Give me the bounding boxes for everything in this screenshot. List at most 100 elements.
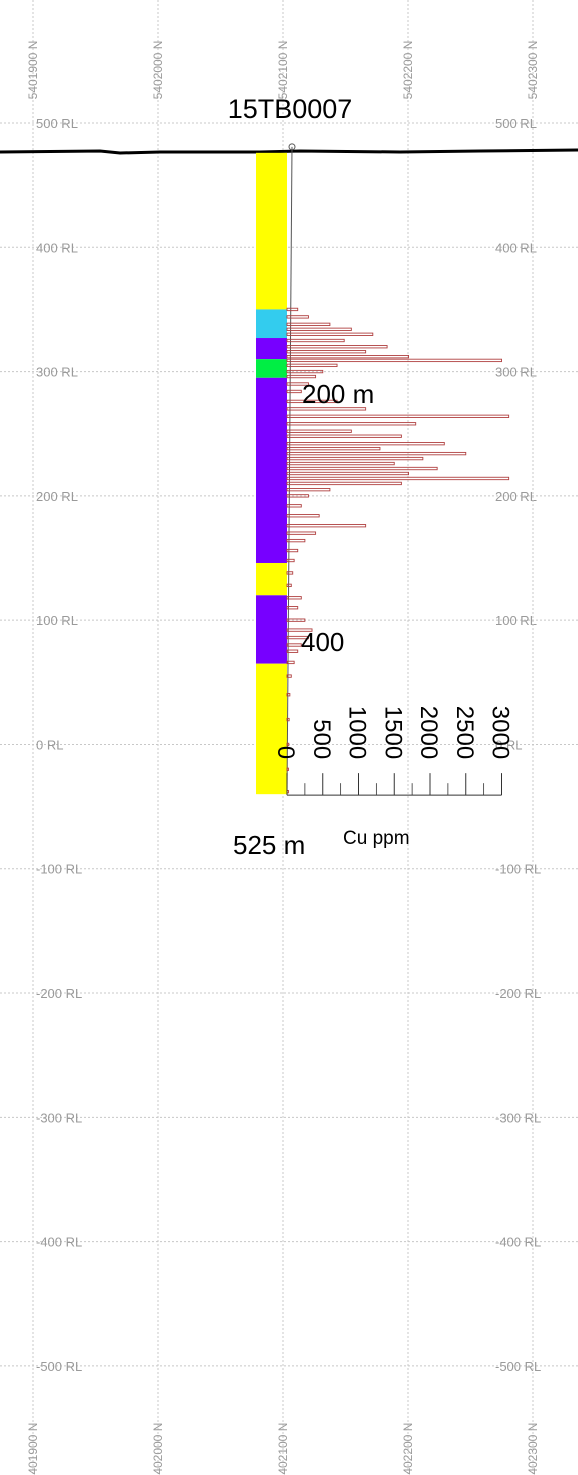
cu-bar bbox=[286, 504, 302, 508]
rl-label-right: 300 RL bbox=[495, 365, 537, 380]
cu-bar bbox=[286, 606, 299, 610]
depth-label-400: 400 bbox=[301, 627, 344, 657]
lithology-interval bbox=[256, 309, 287, 339]
cu-axis-tick-label: 1000 bbox=[344, 706, 371, 759]
cu-bar bbox=[286, 422, 417, 426]
cu-bar bbox=[286, 767, 289, 771]
cu-bar bbox=[286, 471, 410, 476]
cu-bar bbox=[286, 488, 331, 492]
cu-axis-tick-label: 1500 bbox=[379, 706, 406, 759]
rl-label-right: 400 RL bbox=[495, 240, 537, 255]
rl-label-right: 500 RL bbox=[495, 116, 537, 131]
cu-bar bbox=[286, 618, 306, 622]
cu-bar bbox=[286, 322, 331, 326]
cu-bar bbox=[286, 494, 309, 498]
cu-bar bbox=[286, 717, 290, 722]
lithology-interval bbox=[256, 359, 287, 378]
northing-label-top: 5402300 N bbox=[526, 41, 540, 100]
rl-label-right: 0 RL bbox=[495, 737, 522, 752]
cu-bar bbox=[286, 429, 352, 433]
cu-axis-tick-label: 2500 bbox=[451, 706, 478, 759]
northing-label-bottom: 5402300 N bbox=[526, 1423, 540, 1475]
cu-bar bbox=[286, 407, 367, 411]
northing-label-bottom: 5402200 N bbox=[401, 1423, 415, 1475]
rl-label-right: -500 RL bbox=[495, 1359, 541, 1374]
cu-bar bbox=[286, 524, 367, 528]
lithology-interval bbox=[256, 595, 287, 664]
cu-bar bbox=[286, 531, 317, 535]
rl-label-left: -200 RL bbox=[36, 986, 82, 1001]
cu-bar bbox=[286, 538, 306, 543]
rl-label-left: 100 RL bbox=[36, 613, 78, 628]
cu-bar bbox=[286, 548, 299, 553]
cu-bar bbox=[286, 332, 374, 336]
drillhole-layer bbox=[256, 143, 296, 795]
cu-axis-tick-label: 2000 bbox=[415, 706, 442, 759]
cu-axis-tick-label: 3000 bbox=[487, 706, 514, 759]
cu-bar bbox=[286, 414, 510, 418]
cu-bar bbox=[286, 355, 410, 359]
cu-bar bbox=[286, 466, 438, 471]
northing-label-bottom: 5401900 N bbox=[26, 1423, 40, 1475]
cu-bar bbox=[286, 338, 345, 343]
northing-label-top: 5402100 N bbox=[276, 41, 290, 100]
rl-label-left: 200 RL bbox=[36, 489, 78, 504]
rl-label-right: -100 RL bbox=[495, 862, 541, 877]
lithology-interval bbox=[256, 338, 287, 360]
rl-label-right: 200 RL bbox=[495, 489, 537, 504]
cu-bar bbox=[286, 693, 291, 697]
cu-bar bbox=[286, 596, 302, 600]
label-layer: 15TB0007 200 m 400 525 m Cu ppm bbox=[228, 94, 410, 860]
cu-bar bbox=[286, 571, 294, 575]
northing-label-top: 5401900 N bbox=[26, 41, 40, 100]
rl-label-right: -200 RL bbox=[495, 986, 541, 1001]
cu-bar bbox=[286, 374, 317, 379]
cu-bar bbox=[286, 514, 320, 518]
rl-label-left: -400 RL bbox=[36, 1235, 82, 1250]
lithology-interval bbox=[256, 562, 287, 596]
northing-label-bottom: 5402000 N bbox=[151, 1423, 165, 1475]
cu-axis: 0 500 1000 1500 2000 2500 3000 bbox=[272, 706, 514, 796]
rl-label-left: -500 RL bbox=[36, 1359, 82, 1374]
cu-bar bbox=[286, 635, 309, 640]
rl-label-left: 500 RL bbox=[36, 116, 78, 131]
cu-histogram-layer bbox=[286, 307, 510, 794]
cu-bar bbox=[286, 558, 295, 563]
cu-bar bbox=[286, 327, 352, 331]
cu-bar bbox=[286, 674, 292, 678]
cu-bar bbox=[286, 307, 299, 312]
northing-label-top: 5402200 N bbox=[401, 41, 415, 100]
cu-bar bbox=[286, 442, 445, 446]
cu-bar bbox=[286, 583, 292, 588]
cu-bar bbox=[286, 456, 424, 461]
cu-bar bbox=[286, 315, 309, 319]
rl-label-left: -100 RL bbox=[36, 862, 82, 877]
cu-bar bbox=[286, 399, 338, 404]
rl-label-right: 100 RL bbox=[495, 613, 537, 628]
hole-id-label: 15TB0007 bbox=[228, 94, 353, 124]
lithology-interval bbox=[256, 663, 287, 795]
cu-bar bbox=[286, 628, 313, 632]
cu-bar bbox=[286, 358, 502, 363]
cu-bar bbox=[286, 643, 302, 647]
cu-bar bbox=[286, 742, 290, 747]
cu-axis-tick-label: 500 bbox=[308, 719, 335, 759]
cu-bar bbox=[286, 434, 402, 438]
northing-label-top: 5402000 N bbox=[151, 41, 165, 100]
cu-bar bbox=[286, 350, 367, 354]
lithology-interval bbox=[256, 377, 287, 563]
depth-label-525m: 525 m bbox=[233, 830, 305, 860]
cu-bar bbox=[286, 363, 338, 368]
lithology-interval bbox=[256, 152, 287, 310]
cu-bar bbox=[286, 446, 381, 451]
cu-axis-tick-label: 0 bbox=[272, 746, 299, 759]
collar-marker bbox=[288, 143, 296, 151]
topography-line bbox=[0, 148, 578, 155]
cu-bar bbox=[286, 345, 388, 349]
cu-bar bbox=[286, 382, 309, 386]
cu-bar bbox=[286, 369, 324, 374]
cu-bar bbox=[286, 476, 510, 481]
northing-label-bottom: 5402100 N bbox=[276, 1423, 290, 1475]
depth-label-200m: 200 m bbox=[302, 379, 374, 409]
